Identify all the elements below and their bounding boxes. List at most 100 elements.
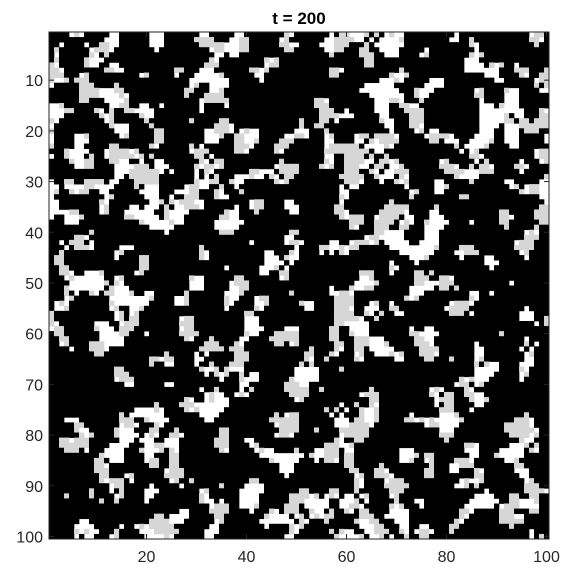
heatmap-cell <box>469 72 475 78</box>
heatmap-cell <box>489 173 495 180</box>
heatmap-cell <box>194 42 200 48</box>
heatmap-cell <box>469 214 475 220</box>
heatmap-cell <box>414 234 420 241</box>
heatmap-cell <box>64 77 70 84</box>
heatmap-cell <box>114 234 120 241</box>
heatmap-cell <box>289 179 295 185</box>
heatmap-cell <box>404 189 410 195</box>
heatmap-cell <box>69 138 75 144</box>
heatmap-cell <box>364 113 370 119</box>
heatmap-cell <box>169 305 175 312</box>
heatmap-cell <box>124 72 130 78</box>
heatmap-cell <box>494 163 500 170</box>
heatmap-cell <box>324 250 330 256</box>
heatmap-cell <box>429 153 435 160</box>
heatmap-cell <box>74 331 80 337</box>
heatmap-cell <box>369 194 375 200</box>
heatmap-cell <box>199 331 205 337</box>
heatmap-cell <box>494 47 500 53</box>
heatmap-cell <box>194 158 200 165</box>
heatmap-cell <box>434 67 440 73</box>
heatmap-cell <box>254 260 260 266</box>
heatmap-cell <box>354 52 360 58</box>
heatmap-cell <box>339 260 345 266</box>
heatmap-cell <box>279 250 285 256</box>
heatmap-cell <box>514 204 520 210</box>
heatmap-cell <box>374 199 380 205</box>
heatmap-cell <box>519 47 525 53</box>
heatmap-cell <box>314 300 320 307</box>
heatmap-cell <box>59 179 65 185</box>
heatmap-cell <box>439 234 445 241</box>
heatmap-cell <box>339 265 345 271</box>
heatmap-cell <box>349 189 355 195</box>
heatmap-cell <box>509 37 515 43</box>
heatmap-cell <box>274 239 280 246</box>
heatmap-cell <box>59 148 65 155</box>
heatmap-cell <box>89 173 95 180</box>
heatmap-cell <box>204 320 210 327</box>
heatmap-cell <box>339 133 345 139</box>
heatmap-cell <box>84 331 90 337</box>
heatmap-cell <box>339 219 345 226</box>
heatmap-cell <box>544 320 550 327</box>
heatmap-cell <box>269 285 275 291</box>
heatmap-cell <box>489 331 495 337</box>
heatmap-cell <box>494 229 500 236</box>
heatmap-cell <box>539 62 545 68</box>
heatmap-cell <box>389 62 395 68</box>
heatmap-cell <box>159 148 165 155</box>
heatmap-cell <box>189 315 195 322</box>
heatmap-cell <box>374 158 380 165</box>
heatmap-cell <box>519 82 525 89</box>
heatmap-cell <box>324 179 330 185</box>
heatmap-cell <box>294 143 300 149</box>
heatmap-cell <box>194 133 200 139</box>
heatmap-cell <box>434 118 440 124</box>
heatmap-cell <box>339 250 345 256</box>
heatmap-cell <box>294 82 300 89</box>
heatmap-cell <box>384 62 390 68</box>
heatmap-cell <box>464 108 470 114</box>
heatmap-cell <box>504 300 510 307</box>
heatmap-cell <box>209 52 215 58</box>
heatmap-cell <box>124 250 130 256</box>
heatmap-cell <box>364 214 370 220</box>
heatmap-cell <box>269 239 275 246</box>
heatmap-cell <box>369 199 375 205</box>
heatmap-cell <box>164 57 170 63</box>
heatmap-cell <box>154 179 160 185</box>
heatmap-cell <box>499 179 505 185</box>
heatmap-cell <box>194 315 200 322</box>
heatmap-cell <box>279 102 285 109</box>
heatmap-cell <box>529 113 535 119</box>
heatmap-cell <box>289 102 295 109</box>
heatmap-cell <box>409 280 415 286</box>
heatmap-cell <box>249 255 255 261</box>
heatmap-cell <box>219 168 225 175</box>
heatmap-cell <box>89 37 95 43</box>
heatmap-cell <box>209 295 215 302</box>
heatmap-cell <box>144 173 150 180</box>
heatmap-cell <box>464 113 470 119</box>
heatmap-cell <box>404 82 410 89</box>
heatmap-cell <box>499 199 505 205</box>
heatmap-cell <box>544 42 550 48</box>
heatmap-cell <box>59 133 65 139</box>
heatmap-cell <box>529 92 535 99</box>
heatmap-cell <box>539 168 545 175</box>
heatmap-cell <box>204 244 210 251</box>
heatmap-cell <box>369 67 375 73</box>
heatmap-cell <box>129 72 135 78</box>
heatmap-cell <box>254 285 260 291</box>
heatmap-cell <box>319 214 325 220</box>
heatmap-cell <box>289 158 295 165</box>
heatmap-cell <box>194 326 200 332</box>
heatmap-cell <box>164 184 170 190</box>
heatmap-cell <box>504 275 510 281</box>
heatmap-cell <box>484 57 490 63</box>
heatmap-cell <box>349 300 355 307</box>
heatmap-cell <box>209 331 215 337</box>
heatmap-cell <box>534 42 540 48</box>
heatmap-cell <box>379 194 385 200</box>
